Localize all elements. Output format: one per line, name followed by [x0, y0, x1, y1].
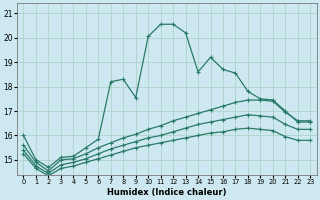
- X-axis label: Humidex (Indice chaleur): Humidex (Indice chaleur): [107, 188, 227, 197]
